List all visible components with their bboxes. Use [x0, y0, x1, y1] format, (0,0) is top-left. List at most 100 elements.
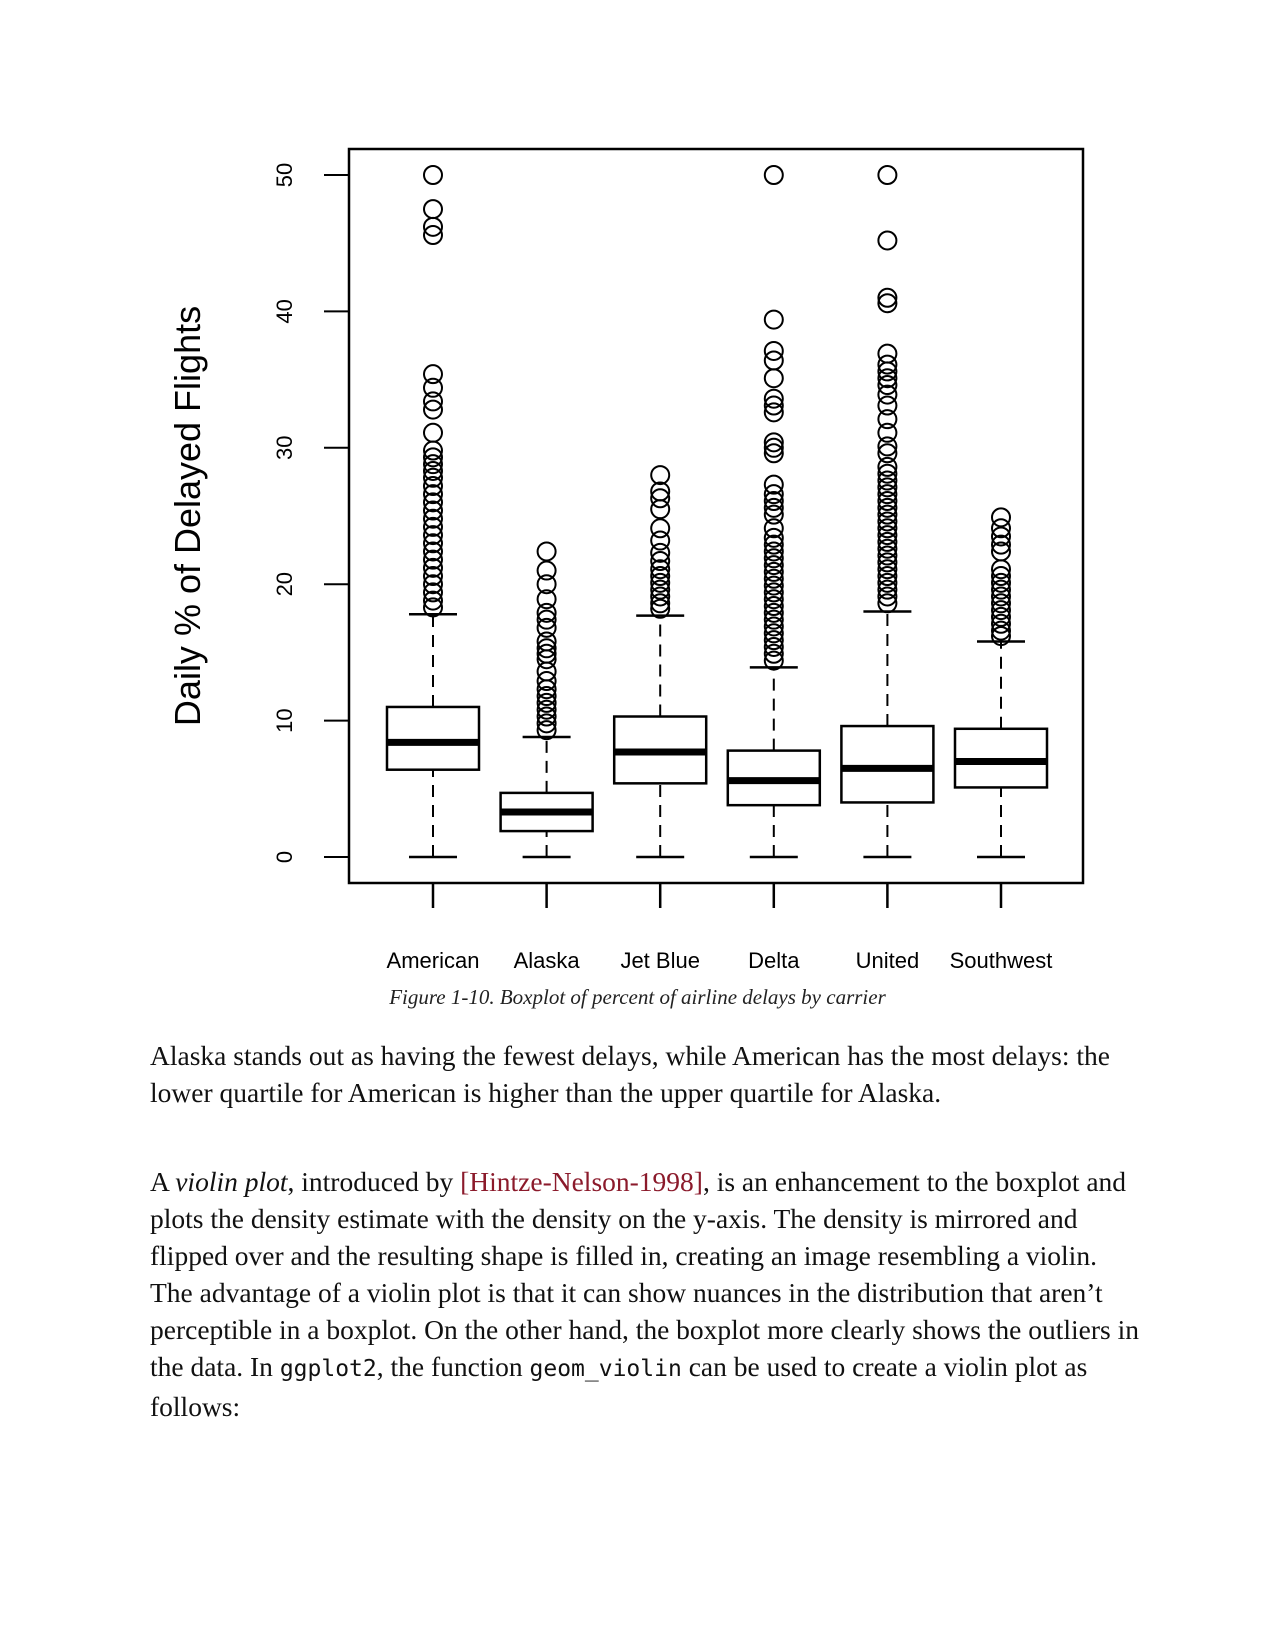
outlier-point	[423, 460, 443, 481]
outlier-point	[423, 364, 443, 385]
box-united	[840, 165, 935, 859]
outlier-point	[650, 559, 671, 580]
outlier-point	[423, 467, 443, 488]
y-tick-label: 40	[272, 299, 297, 323]
outlier-point	[763, 368, 784, 389]
outlier-point	[763, 636, 784, 657]
outlier-point	[763, 609, 784, 630]
outlier-point	[991, 606, 1011, 627]
outlier-point	[763, 630, 784, 651]
outlier-point	[650, 551, 671, 572]
outlier-point	[877, 531, 898, 552]
outlier-point	[991, 566, 1011, 587]
outlier-point	[877, 538, 898, 559]
y-tick-label: 30	[272, 436, 297, 460]
outlier-point	[423, 566, 443, 587]
outlier-point	[763, 504, 784, 525]
outlier-point	[763, 518, 784, 539]
outlier-point	[650, 593, 671, 614]
outlier-point	[536, 706, 557, 727]
figure-caption: Figure 1-10. Boxplot of percent of airli…	[389, 985, 886, 1009]
outlier-point	[763, 527, 784, 548]
outlier-point	[423, 225, 443, 246]
y-tick-label: 20	[272, 572, 297, 596]
outlier-point	[763, 575, 784, 596]
outlier-point	[763, 490, 784, 511]
outlier-point	[991, 600, 1011, 621]
outlier-point	[536, 679, 557, 700]
x-tick-label: Southwest	[950, 948, 1053, 973]
outlier-point	[423, 525, 443, 546]
outlier-point	[991, 593, 1011, 614]
box-jet-blue	[612, 465, 708, 859]
outlier-point	[877, 456, 898, 477]
outlier-point	[650, 598, 671, 619]
outlier-point	[763, 582, 784, 603]
plot-frame	[347, 147, 1085, 885]
y-tick-label: 50	[272, 163, 297, 187]
outlier-point	[991, 518, 1011, 539]
outlier-point	[536, 713, 557, 734]
box-southwest	[953, 507, 1049, 859]
outlier-point	[763, 165, 784, 185]
outlier-point	[423, 541, 443, 562]
outlier-point	[763, 596, 784, 617]
outlier-point	[423, 500, 443, 521]
outlier-point	[423, 199, 443, 220]
outlier-point	[877, 384, 898, 405]
outlier-point	[763, 497, 784, 518]
outlier-point	[877, 436, 898, 457]
outlier-point	[877, 593, 898, 614]
x-tick-label: American	[387, 948, 480, 973]
x-tick-label: United	[856, 948, 920, 973]
outlier-point	[877, 566, 898, 587]
outlier-point	[763, 309, 784, 330]
outlier-point	[423, 447, 443, 468]
y-axis: 0 10 20 30 40 50	[272, 163, 349, 863]
outlier-point	[650, 566, 671, 587]
outlier-point	[991, 620, 1011, 641]
outlier-point	[763, 623, 784, 644]
outlier-point	[536, 617, 557, 638]
outlier-point	[877, 484, 898, 505]
outlier-point	[991, 507, 1011, 528]
outlier-point	[423, 582, 443, 603]
x-tick-label: Delta	[748, 948, 800, 973]
outlier-point	[536, 692, 557, 713]
outlier-point	[877, 490, 898, 511]
p2-text-a: A	[150, 1166, 176, 1197]
box-american	[385, 165, 481, 859]
outlier-point	[877, 586, 898, 607]
violin-plot-term: violin plot	[175, 1166, 288, 1197]
outlier-point	[650, 518, 671, 539]
outlier-point	[536, 609, 557, 630]
outlier-point	[763, 541, 784, 562]
outlier-point	[877, 477, 898, 498]
iqr-box	[840, 724, 935, 804]
outlier-point	[991, 572, 1011, 593]
outlier-point	[763, 602, 784, 623]
outlier-point	[877, 375, 898, 396]
outlier-point	[650, 499, 671, 520]
outlier-point	[763, 643, 784, 664]
outlier-point	[877, 572, 898, 593]
y-axis-label: Daily % of Delayed Flights	[167, 306, 208, 726]
outlier-point	[991, 534, 1011, 555]
outlier-point	[650, 530, 671, 551]
code-ggplot2: ggplot2	[279, 1356, 377, 1382]
citation-link[interactable]: [Hintze-Nelson-1998]	[460, 1166, 703, 1197]
y-tick-label: 0	[272, 851, 297, 863]
outlier-point	[650, 465, 671, 486]
outlier-point	[877, 463, 898, 484]
outlier-point	[763, 555, 784, 576]
outlier-point	[650, 488, 671, 509]
outlier-point	[763, 650, 784, 671]
x-axis: American Alaska Jet Blue Delta United Southwe…	[387, 883, 1053, 973]
outlier-point	[536, 686, 557, 707]
outlier-point	[423, 391, 443, 412]
box-delta	[726, 165, 822, 859]
outlier-point	[877, 552, 898, 573]
outlier-point	[536, 560, 557, 581]
outlier-point	[423, 422, 443, 443]
outlier-point	[877, 559, 898, 580]
